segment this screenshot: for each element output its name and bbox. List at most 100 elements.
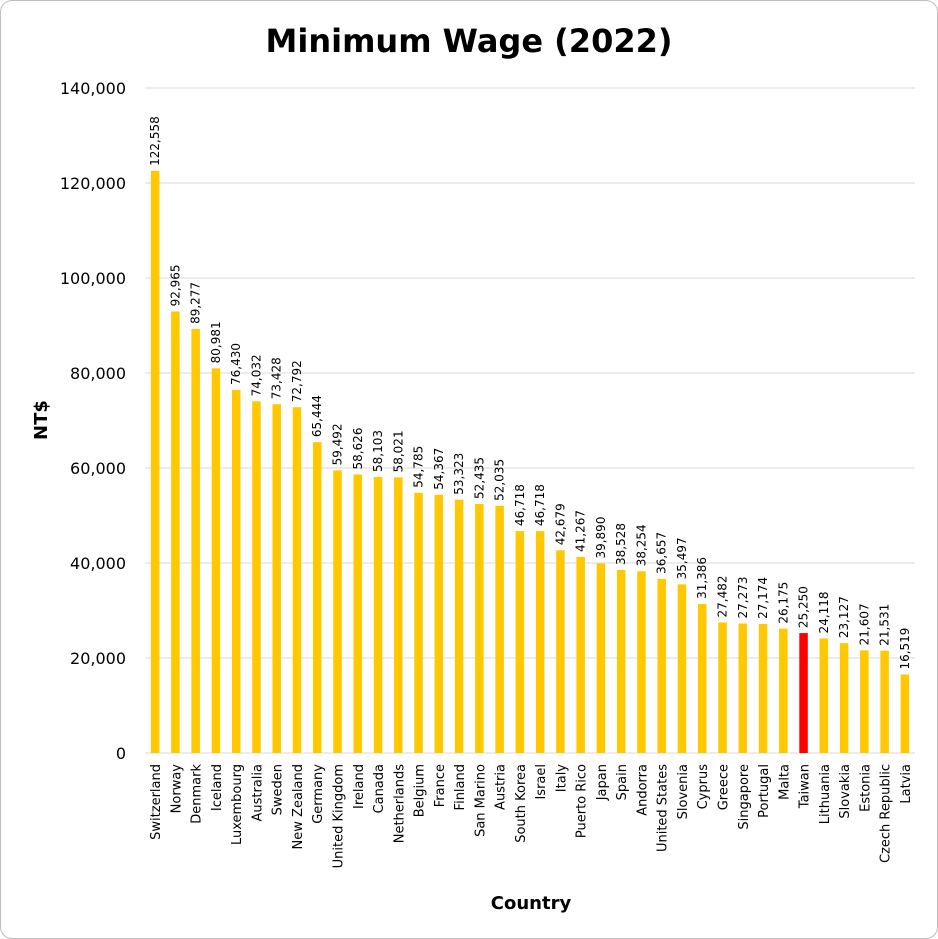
bar xyxy=(454,499,464,753)
x-tick-label: Andorra xyxy=(635,764,650,816)
x-tick-label: Netherlands xyxy=(392,764,407,843)
data-label: 38,254 xyxy=(634,524,648,566)
x-tick-label: Cyprus xyxy=(696,764,711,810)
y-tick-label: 60,000 xyxy=(70,459,126,478)
y-tick-label: 40,000 xyxy=(70,554,126,573)
bar xyxy=(738,623,748,753)
bar xyxy=(697,603,707,753)
data-label: 27,482 xyxy=(716,575,730,617)
bar xyxy=(860,650,869,753)
bar xyxy=(414,492,423,753)
x-tick-label: Taiwan xyxy=(798,764,813,809)
data-label: 52,035 xyxy=(493,459,507,501)
x-tick-label: Canada xyxy=(372,764,387,813)
x-tick-label: Lithuania xyxy=(818,764,833,824)
x-tick-label: United Kingdom xyxy=(332,764,347,868)
bar xyxy=(394,477,403,753)
bar xyxy=(312,442,322,753)
bar xyxy=(799,633,808,753)
y-tick-label: 120,000 xyxy=(60,174,126,193)
bar xyxy=(373,477,383,753)
bar xyxy=(556,550,565,753)
bar xyxy=(353,474,363,753)
data-label: 58,021 xyxy=(391,430,405,472)
x-tick-label: Greece xyxy=(717,764,732,810)
y-tick-label: 140,000 xyxy=(60,79,126,98)
bar xyxy=(657,578,666,753)
data-label: 23,127 xyxy=(837,596,851,638)
bar xyxy=(150,170,160,754)
bar xyxy=(475,503,484,753)
data-label: 46,718 xyxy=(533,484,547,526)
data-label: 35,497 xyxy=(675,537,689,579)
bar xyxy=(292,407,302,753)
bar xyxy=(191,328,200,753)
bar xyxy=(718,622,727,753)
data-label: 76,430 xyxy=(229,343,243,385)
data-label: 54,367 xyxy=(432,448,446,490)
y-tick-label: 0 xyxy=(116,744,126,763)
data-label: 72,792 xyxy=(290,360,304,402)
data-label: 41,267 xyxy=(574,510,588,552)
bars xyxy=(150,170,910,754)
x-tick-label: Malta xyxy=(777,764,792,800)
bar xyxy=(231,389,241,753)
x-tick-label: Slovenia xyxy=(676,764,691,819)
data-label: 16,519 xyxy=(898,628,912,670)
bar xyxy=(819,638,829,753)
x-tick-label: Austria xyxy=(494,764,509,810)
bar xyxy=(880,650,889,753)
x-tick-label: Belgium xyxy=(413,764,428,817)
data-label: 21,607 xyxy=(857,603,871,645)
x-tick-label: Czech Republic xyxy=(879,764,894,863)
data-label: 27,273 xyxy=(736,576,750,618)
x-tick-label: Finland xyxy=(453,764,468,810)
bar xyxy=(637,571,646,753)
bar xyxy=(576,556,585,753)
x-tick-label: France xyxy=(433,764,448,807)
x-tick-label: Iceland xyxy=(210,764,225,811)
data-label: 54,785 xyxy=(412,446,426,488)
x-axis-ticks: Switzerland Norway Denmark Iceland Luxembour… xyxy=(149,764,914,869)
x-tick-label: Israel xyxy=(534,764,549,800)
data-label: 31,386 xyxy=(695,557,709,599)
chart-title: Minimum Wage (2022) xyxy=(266,22,673,60)
x-tick-label: Slovakia xyxy=(838,764,853,819)
bar xyxy=(839,643,849,753)
x-tick-label: Japan xyxy=(595,764,610,801)
data-label: 27,174 xyxy=(756,577,770,619)
bar xyxy=(272,404,281,753)
x-tick-label: Estonia xyxy=(858,764,873,812)
y-tick-label: 80,000 xyxy=(70,364,126,383)
bar xyxy=(434,494,444,753)
x-tick-label: Ireland xyxy=(352,764,367,809)
x-tick-label: Australia xyxy=(250,764,265,822)
x-tick-label: Portugal xyxy=(757,764,772,818)
data-label: 73,428 xyxy=(270,357,284,399)
x-tick-label: Spain xyxy=(615,764,630,800)
x-tick-label: South Korea xyxy=(514,764,529,843)
x-tick-label: Puerto Rico xyxy=(575,764,590,838)
x-axis-title: Country xyxy=(491,893,572,914)
data-label: 36,657 xyxy=(655,532,669,574)
y-tick-label: 20,000 xyxy=(70,649,126,668)
bar xyxy=(758,623,768,753)
bar xyxy=(616,569,626,753)
x-tick-label: San Marino xyxy=(473,764,488,837)
x-tick-label: Switzerland xyxy=(149,764,164,840)
data-label: 65,444 xyxy=(310,395,324,437)
data-label: 38,528 xyxy=(614,523,628,565)
bar xyxy=(333,470,342,753)
y-axis-ticks: 0 20,000 40,000 60,000 80,000 100,000 120,000 1… xyxy=(60,79,126,763)
bar xyxy=(211,368,221,753)
bar xyxy=(171,311,180,753)
bar xyxy=(252,401,261,753)
data-label: 58,626 xyxy=(351,428,365,470)
bar xyxy=(515,531,525,753)
data-label: 53,323 xyxy=(452,453,466,495)
x-tick-label: Italy xyxy=(554,764,569,793)
y-tick-label: 100,000 xyxy=(60,269,126,288)
bar xyxy=(535,531,545,753)
data-label: 89,277 xyxy=(189,282,203,324)
